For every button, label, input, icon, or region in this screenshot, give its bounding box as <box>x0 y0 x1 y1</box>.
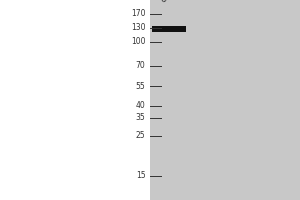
Text: 55: 55 <box>136 82 146 90</box>
Bar <box>152 26 186 32</box>
Text: 25: 25 <box>136 132 146 140</box>
Text: 35: 35 <box>136 114 146 122</box>
Text: 170: 170 <box>131 9 146 19</box>
Bar <box>150 0 300 200</box>
Text: 70: 70 <box>136 62 146 71</box>
Text: 100: 100 <box>131 38 146 46</box>
Text: 15: 15 <box>136 171 146 180</box>
Text: 40: 40 <box>136 102 146 110</box>
Text: 130: 130 <box>131 23 146 32</box>
Text: 3T3: 3T3 <box>152 0 169 5</box>
